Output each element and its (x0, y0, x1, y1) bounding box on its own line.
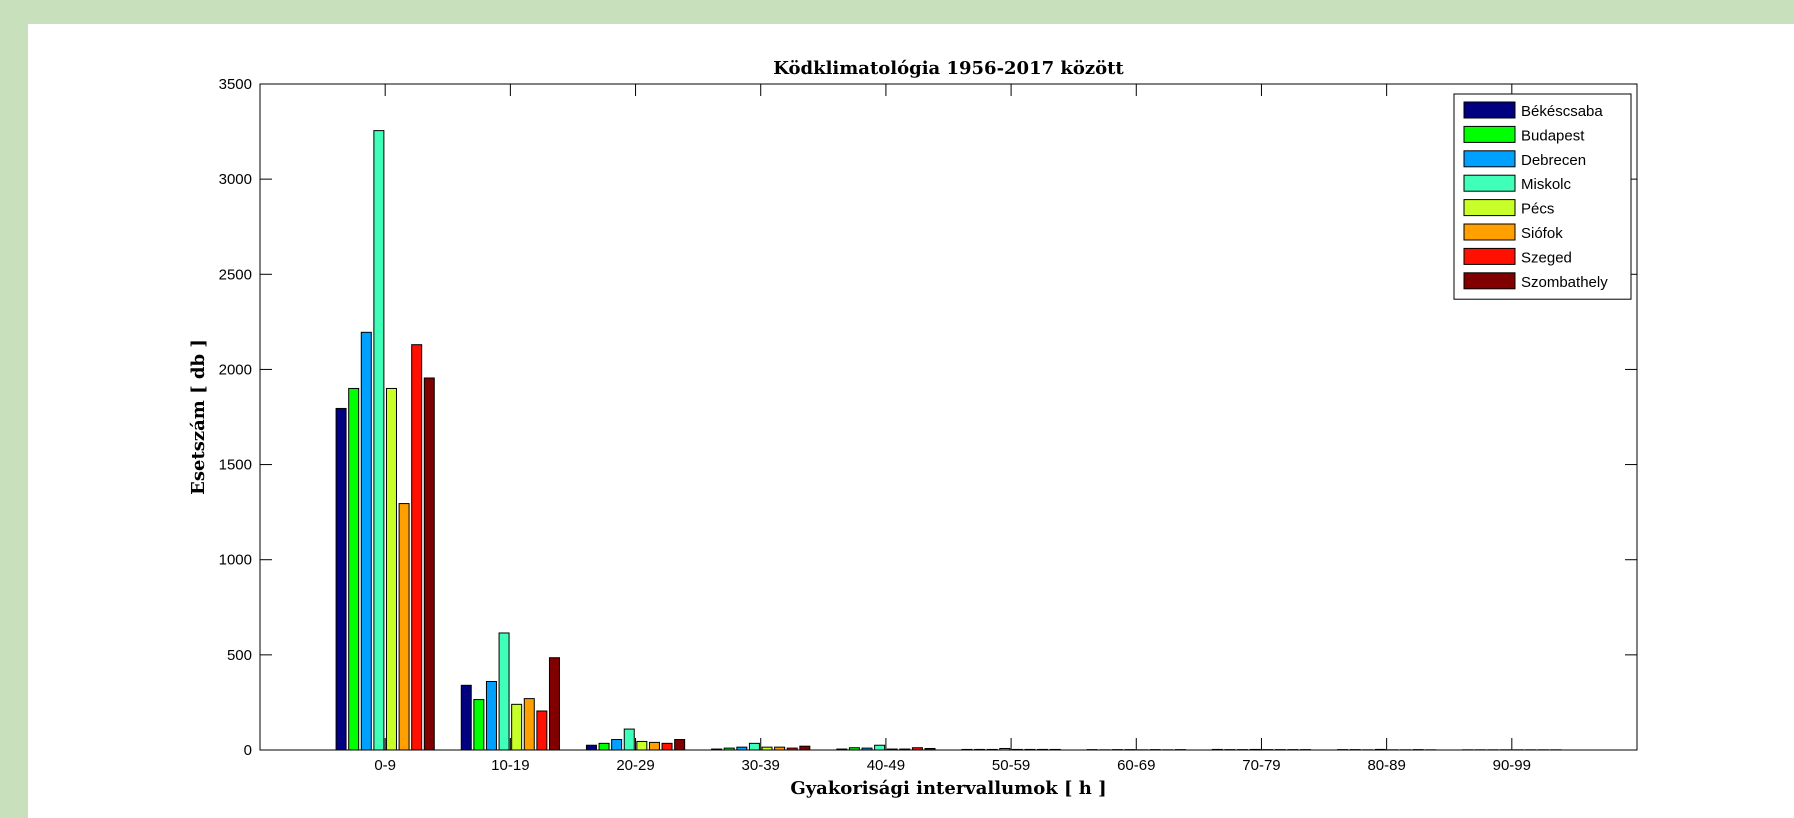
x-tick-label: 50-59 (992, 757, 1030, 774)
bar (585, 744, 597, 751)
x-tick-label: 80-89 (1367, 757, 1405, 774)
x-tick-label: 30-39 (742, 757, 780, 774)
bar (485, 681, 497, 751)
y-tick-label: 2000 (219, 361, 252, 378)
bar (611, 739, 623, 751)
legend-box (1453, 93, 1632, 300)
bar (648, 741, 660, 751)
bar (661, 742, 673, 751)
bar (373, 130, 385, 751)
bar (360, 331, 372, 751)
plot-frame (259, 83, 1638, 751)
legend-swatch (1463, 174, 1516, 192)
y-tick-label: 500 (227, 647, 252, 664)
legend-swatch (1463, 272, 1516, 290)
bar (523, 698, 535, 751)
chart-canvas: Ködklimatológia 1956-2017 között Gyakori… (28, 24, 1794, 818)
bar (636, 740, 648, 751)
y-tick-label: 2500 (219, 266, 252, 283)
x-axis-label: Gyakorisági intervallumok [ h ] (790, 778, 1106, 799)
axes-group: 0 500 1000 1500 2000 2500 3000 3500 0-9 10-19 20-2… (219, 76, 1638, 774)
x-tick-label: 20-29 (616, 757, 654, 774)
bar (511, 703, 523, 751)
legend-swatch (1463, 199, 1516, 217)
legend-swatch (1463, 247, 1516, 265)
legend-swatch (1463, 150, 1516, 168)
legend-label: Békéscsaba (1521, 103, 1603, 120)
y-tick-label: 3000 (219, 171, 252, 188)
bar (411, 344, 423, 751)
y-tick-label: 3500 (219, 76, 252, 93)
bar-chart: Ködklimatológia 1956-2017 között Gyakori… (188, 58, 1638, 799)
legend-label: Budapest (1521, 127, 1585, 144)
legend-swatch (1463, 223, 1516, 241)
legend-label: Debrecen (1521, 152, 1586, 169)
bar (498, 632, 510, 751)
x-tick-label: 60-69 (1117, 757, 1155, 774)
legend-label: Pécs (1521, 201, 1554, 218)
y-tick-label: 0 (244, 742, 252, 759)
y-axis-label: Esetszám [ db ] (188, 339, 209, 495)
bar (348, 387, 360, 751)
legend: Békéscsaba Budapest Debrecen Miskolc Pécs Sió… (1453, 93, 1632, 300)
bar (536, 710, 548, 751)
x-tick-label: 40-49 (867, 757, 905, 774)
bar (548, 657, 560, 751)
legend-label: Szombathely (1521, 274, 1608, 291)
y-tick-label: 1000 (219, 552, 252, 569)
legend-swatch (1463, 101, 1516, 119)
x-tick-label: 10-19 (491, 757, 529, 774)
bar (598, 742, 610, 751)
bar (674, 739, 686, 751)
x-tick-label: 70-79 (1242, 757, 1280, 774)
bar (748, 742, 760, 751)
x-tick-label: 90-99 (1493, 757, 1531, 774)
legend-label: Miskolc (1521, 176, 1572, 193)
x-tick-label: 0-9 (374, 757, 396, 774)
legend-label: Siófok (1521, 225, 1563, 242)
y-tick-label: 1500 (219, 457, 252, 474)
legend-swatch (1463, 125, 1516, 143)
bar (473, 699, 485, 751)
bar (335, 407, 347, 751)
bar (398, 503, 410, 751)
legend-label: Szeged (1521, 249, 1572, 266)
bar (423, 377, 435, 751)
bar (799, 745, 811, 751)
bar (874, 744, 886, 751)
bars-group (335, 130, 1562, 751)
bar (460, 684, 472, 751)
bar (623, 728, 635, 751)
chart-title: Ködklimatológia 1956-2017 között (773, 58, 1124, 79)
bar (385, 387, 397, 751)
